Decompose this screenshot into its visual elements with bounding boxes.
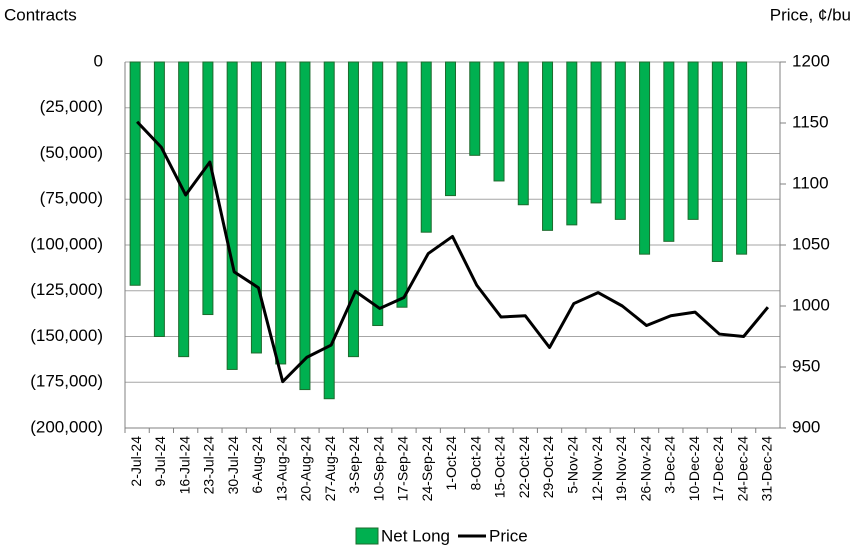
x-tick-label: 20-Aug-24: [298, 436, 314, 502]
y2-tick-label: 1150: [792, 112, 829, 131]
y-tick-label: (150,000): [30, 326, 103, 345]
x-tick-label: 19-Nov-24: [613, 436, 629, 502]
x-tick-label: 17-Dec-24: [710, 436, 726, 502]
bar: [153, 61, 165, 337]
x-tick-label: 15-Oct-24: [492, 436, 508, 498]
y-tick-label: (125,000): [30, 280, 103, 299]
y-tick-label: (200,000): [30, 417, 103, 436]
x-tick-label: 27-Aug-24: [322, 436, 338, 502]
y2-axis-title: Price, ¢/bu: [770, 5, 851, 24]
x-tick-label: 8-Oct-24: [467, 436, 483, 491]
y2-tick-label: 1200: [792, 51, 830, 70]
bar: [347, 61, 359, 358]
x-tick-label: 17-Sep-24: [395, 436, 411, 502]
x-tick-label: 26-Nov-24: [637, 436, 653, 502]
x-tick-label: 10-Sep-24: [370, 436, 386, 502]
bar: [420, 61, 432, 233]
bar: [445, 61, 456, 197]
x-tick-label: 22-Oct-24: [516, 436, 532, 498]
bar: [226, 61, 238, 370]
x-tick-label: 23-Jul-24: [201, 436, 217, 495]
y-axis-title: Contracts: [4, 5, 77, 24]
bar: [542, 61, 554, 231]
bar: [299, 61, 311, 391]
x-tick-label: 16-Jul-24: [176, 436, 192, 495]
bar: [687, 61, 699, 220]
x-tick-label: 29-Oct-24: [540, 436, 556, 498]
y-tick-label: (75,000): [40, 189, 103, 208]
x-tick-label: 2-Jul-24: [128, 436, 144, 487]
bar: [129, 61, 141, 286]
bar: [323, 61, 335, 400]
y-tick-label: (25,000): [40, 97, 103, 116]
bar: [250, 61, 262, 354]
y2-tick-label: 1000: [792, 295, 830, 314]
bar: [396, 61, 408, 308]
bar: [275, 61, 287, 365]
bar: [566, 61, 578, 226]
x-tick-label: 6-Aug-24: [249, 436, 265, 494]
bar: [590, 61, 602, 204]
x-tick-label: 12-Nov-24: [589, 436, 605, 502]
x-tick-label: 30-Jul-24: [225, 436, 241, 495]
x-tick-label: 31-Dec-24: [759, 436, 775, 502]
y2-tick-label: 900: [792, 417, 820, 436]
x-tick-label: 5-Nov-24: [564, 436, 580, 494]
bar: [178, 61, 190, 358]
bar: [736, 61, 748, 255]
y-tick-label: 0: [94, 51, 103, 70]
bar: [517, 61, 529, 206]
x-tick-label: 10-Dec-24: [686, 436, 702, 502]
x-tick-label: 1-Oct-24: [443, 436, 459, 491]
legend-label: Net Long: [381, 526, 450, 545]
bar: [614, 61, 626, 220]
x-tick-label: 24-Dec-24: [734, 436, 750, 502]
y2-tick-label: 1050: [792, 234, 830, 253]
x-tick-label: 13-Aug-24: [273, 436, 289, 502]
x-tick-label: 9-Jul-24: [152, 436, 168, 487]
y-tick-label: (175,000): [30, 372, 103, 391]
y-tick-label: (50,000): [40, 143, 103, 162]
bar: [469, 61, 481, 156]
legend-label: Price: [489, 526, 528, 545]
bar: [711, 61, 723, 262]
bar: [493, 61, 505, 182]
x-tick-label: 3-Sep-24: [346, 436, 362, 494]
price-line: [136, 120, 770, 384]
bar: [663, 61, 675, 242]
y2-tick-label: 950: [792, 356, 820, 375]
bar: [639, 61, 651, 255]
x-tick-label: 24-Sep-24: [419, 436, 435, 502]
x-tick-label: 3-Dec-24: [662, 436, 678, 494]
y-tick-label: (100,000): [30, 234, 103, 253]
bar: [372, 61, 384, 327]
y2-tick-label: 1100: [792, 173, 829, 192]
legend-swatch: [355, 527, 379, 545]
bar: [202, 61, 214, 316]
